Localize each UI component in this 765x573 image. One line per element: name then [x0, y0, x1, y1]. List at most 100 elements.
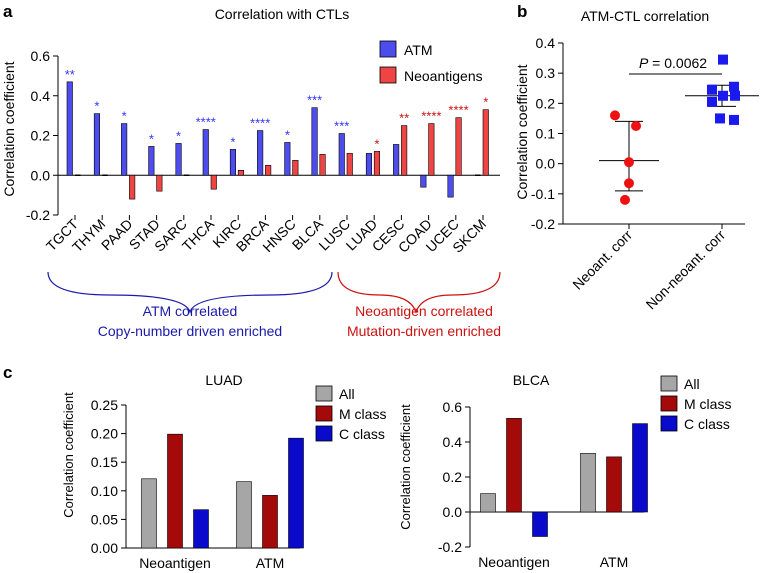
chart-b-y-tick-label: -0.2	[531, 216, 555, 232]
chart-a-sig-neoantigens: *	[374, 136, 379, 151]
chart-a-bar-atm	[148, 146, 155, 176]
legend-c1-cclass-label: C class	[339, 426, 385, 442]
chart-c2-bar-mclass	[506, 418, 522, 513]
chart-a-bar-neoantigens	[319, 154, 326, 176]
chart-c2-y-tick-label: 0.0	[443, 504, 463, 520]
chart-a-x-tick-label: PAAD	[98, 216, 136, 254]
legend-c1-all-swatch	[315, 385, 333, 402]
group-atm-line1: ATM correlated	[143, 303, 238, 319]
chart-b-x-tick-label: Non-neoant. corr	[643, 227, 729, 313]
chart-b-title: ATM-CTL correlation	[581, 8, 709, 24]
chart-b-pvalue: P = 0.0062	[639, 55, 707, 71]
chart-a-sig-neoantigens: ****	[421, 109, 441, 124]
chart-a-bar-atm	[93, 113, 100, 176]
chart-c1-bar-mclass	[167, 433, 183, 549]
chart-a-bar-neoantigens	[428, 123, 435, 176]
chart-b-x-tick-label: Neoant. corr	[569, 227, 635, 293]
chart-a-bar-neoantigens	[265, 165, 272, 176]
legend-c2-cclass-label: C class	[684, 416, 730, 432]
chart-b-point-nonneoant	[707, 84, 717, 95]
chart-a-ylabel: Correlation coefficient	[1, 61, 17, 196]
chart-c1-x-tick-label: Neoantigen	[139, 555, 211, 571]
chart-c1-y-tick-label: 0.25	[91, 397, 118, 413]
chart-a-bar-neoantigens	[455, 117, 462, 176]
chart-a-sig-atm: *	[285, 127, 290, 142]
brace-neoantigen-group	[337, 271, 501, 314]
panel-label-c: c	[3, 363, 12, 382]
chart-a-bar-neoantigens	[210, 174, 217, 190]
legend-c2-all-label: All	[684, 376, 700, 392]
chart-c1-bar-all	[141, 478, 157, 549]
chart-a-sig-neoantigens: *	[483, 95, 488, 110]
chart-c1-bar-all	[236, 481, 252, 549]
legend-atm-swatch	[379, 40, 397, 58]
chart-a-sig-atm: ****	[196, 115, 216, 130]
legend-c1-mclass-swatch	[315, 405, 333, 422]
chart-c1-bar-cclass	[193, 509, 209, 549]
panel-label-a: a	[3, 2, 13, 21]
group-atm-line2: Copy-number driven enriched	[98, 323, 282, 339]
brace-atm-group	[47, 271, 333, 315]
chart-a-bar-neoantigens	[373, 151, 381, 176]
chart-b-point-neoant	[620, 194, 630, 205]
chart-a-bar-neoantigens	[482, 109, 489, 176]
chart-a-y-tick-label: 0.6	[31, 48, 51, 64]
chart-b-point-neoant	[610, 110, 620, 121]
chart-a-sig-neoantigens: ****	[448, 103, 468, 118]
chart-b-y-tick-label: -0.1	[531, 186, 555, 202]
chart-a-sig-atm: ***	[307, 93, 322, 108]
chart-c1-y-tick-label: 0.00	[91, 540, 118, 556]
chart-a-sig-atm: *	[94, 99, 99, 114]
chart-b-point-neoant	[624, 178, 634, 189]
chart-b-pvalue-p: P	[639, 55, 649, 71]
chart-c2-bar-all	[480, 493, 496, 513]
chart-a-x-tick-label: THCA	[179, 215, 218, 254]
legend-neoantigens-label: Neoantigens	[404, 68, 483, 84]
chart-a-bar-neoantigens	[129, 174, 136, 200]
chart-c2-ylabel: Correlation coefficient	[398, 404, 413, 530]
chart-c2-title: BLCA	[513, 372, 550, 388]
chart-b-point-nonneoant	[730, 90, 740, 101]
chart-a-bar-atm	[393, 144, 400, 176]
chart-c2-bar-all	[580, 453, 596, 513]
chart-a-y-tick-label: 0.4	[31, 88, 51, 104]
chart-c1-y-tick-label: 0.20	[91, 426, 118, 442]
chart-a-sig-atm: ****	[250, 116, 270, 131]
chart-a-bar-atm	[338, 133, 345, 176]
chart-b-y-tick-label: 0.0	[536, 156, 556, 172]
chart-a-y-tick-label: 0.2	[31, 128, 51, 144]
chart-a-bar-neoantigens	[237, 169, 244, 176]
group-neoantigen-line2: Mutation-driven enriched	[347, 323, 501, 339]
chart-b-point-neoant	[624, 157, 634, 168]
chart-a-bar-atm	[447, 174, 454, 198]
legend-c1-cclass-swatch	[315, 425, 333, 442]
legend-atm-label: ATM	[404, 42, 433, 58]
chart-a-bar-atm	[284, 142, 291, 176]
chart-b-point-nonneoant	[729, 81, 739, 92]
chart-a-y-tick-label: 0.0	[31, 167, 51, 183]
chart-a-bar-atm	[365, 153, 373, 176]
chart-b-y-tick-label: 0.3	[536, 65, 556, 81]
legend-c2-all-swatch	[660, 375, 678, 392]
group-neoantigen-line1: Neoantigen correlated	[355, 303, 493, 319]
chart-a-title: Correlation with CTLs	[215, 6, 350, 22]
chart-c2-bar-mclass	[606, 456, 622, 513]
chart-c2-bar-cclass	[532, 511, 548, 537]
chart-b-point-nonneoant	[718, 54, 728, 65]
chart-c1-ylabel: Correlation coefficient	[61, 392, 76, 518]
chart-c2-x-tick-label: Neoantigen	[478, 554, 550, 570]
chart-c1-x-tick-label: ATM	[256, 555, 285, 571]
legend-c2-cclass-swatch	[660, 415, 678, 432]
chart-a-bar-atm	[121, 123, 128, 176]
chart-c1-bar-cclass	[288, 437, 304, 549]
chart-b-pvalue-value: = 0.0062	[648, 55, 707, 71]
chart-a-sig-atm: *	[149, 131, 154, 146]
legend-c1-mclass-label: M class	[339, 406, 386, 422]
chart-a-bar-atm	[175, 143, 182, 176]
chart-a-bar-neoantigens	[346, 153, 353, 176]
chart-a-bar-neoantigens	[156, 174, 163, 192]
chart-a-sig-atm: *	[122, 109, 127, 124]
chart-a-y-tick-label: -0.2	[26, 207, 50, 223]
chart-c2-y-tick-label: 0.2	[443, 469, 463, 485]
